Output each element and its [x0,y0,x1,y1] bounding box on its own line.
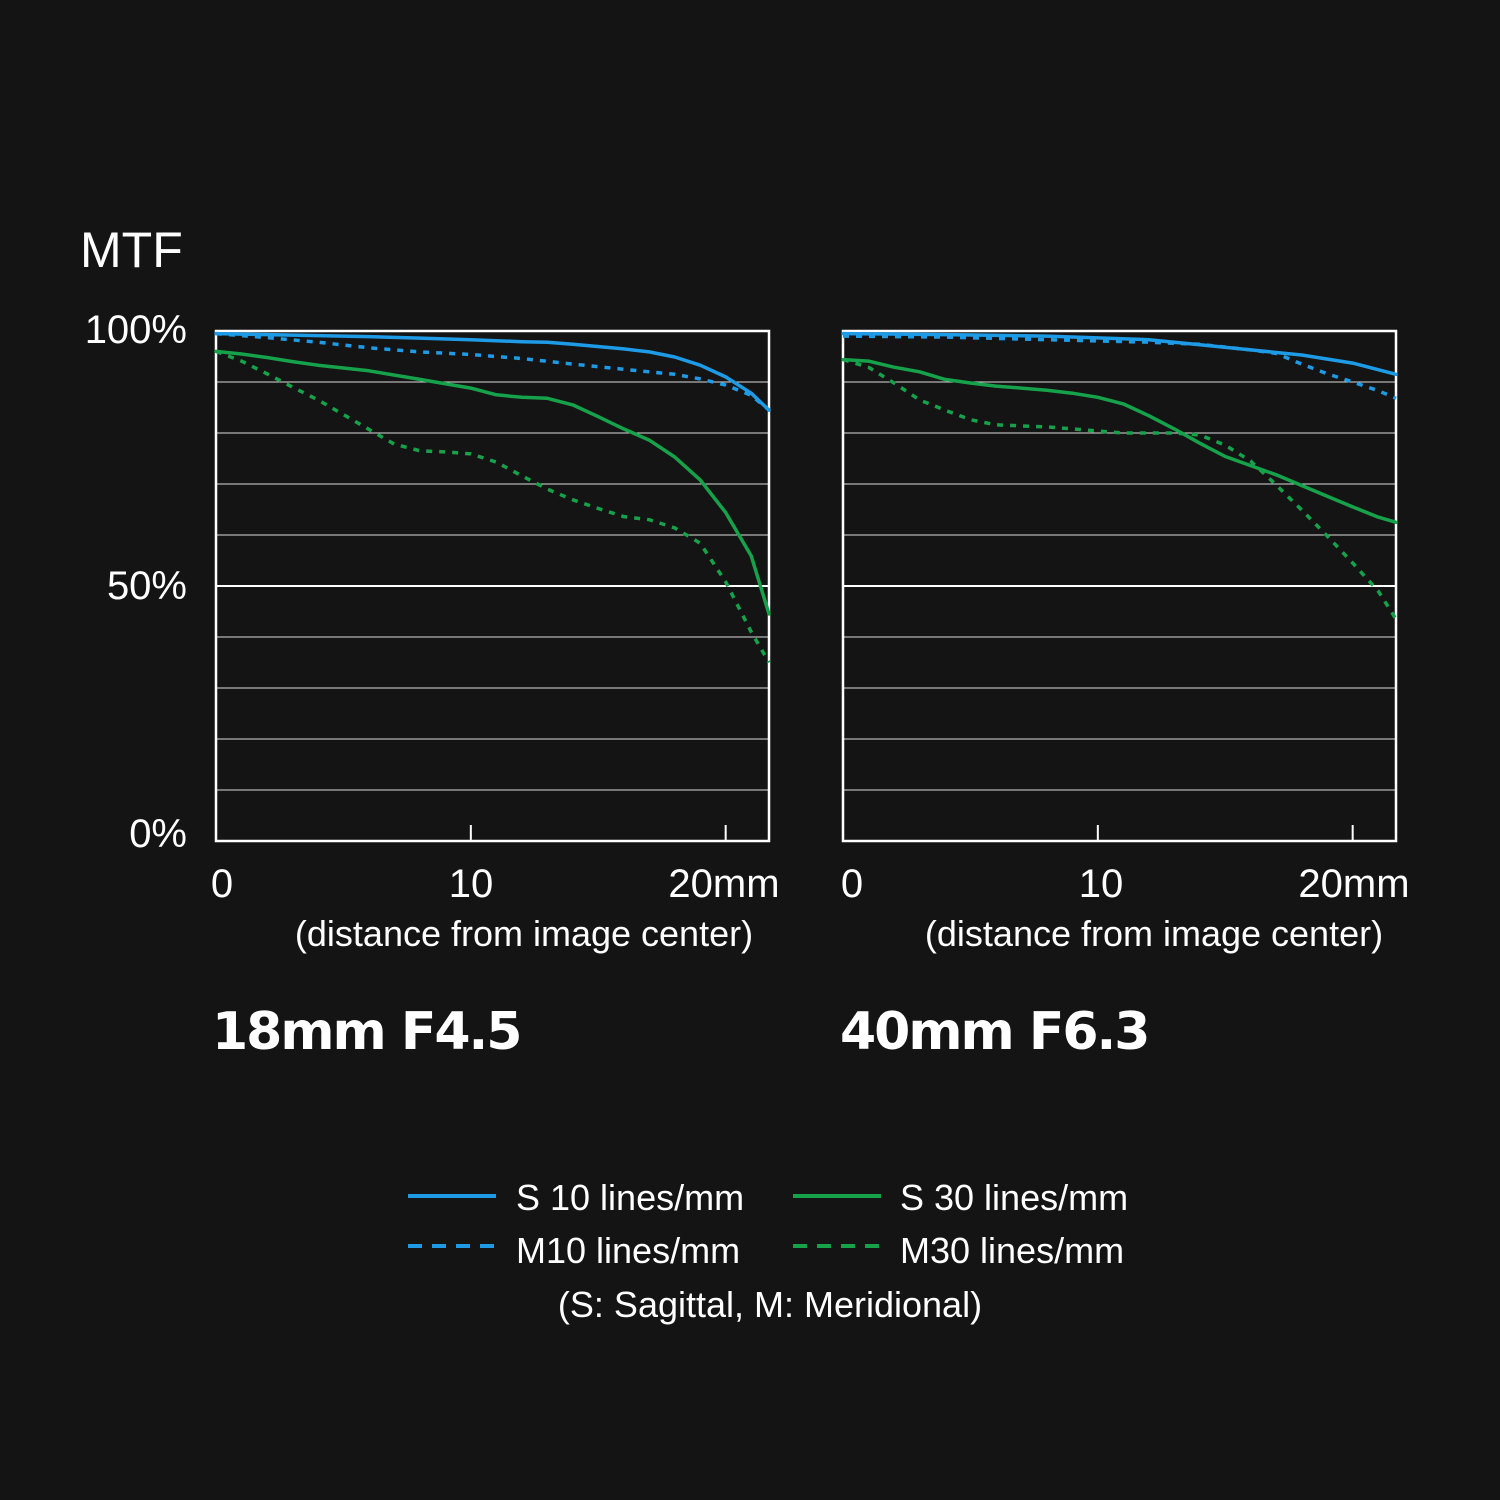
x-tick-label-10: 10 [1079,862,1124,906]
x-tick-label-20mm: 20mm [668,862,779,906]
series-line-s30 [841,357,1398,525]
x-tick-label-20mm: 20mm [1298,862,1409,906]
series-line-m30 [215,349,771,664]
series-line-m10 [215,331,771,412]
plot-frame [841,329,1398,843]
legend: S 10 lines/mm S 30 lines/mm M10 lines/mm… [408,1177,1128,1325]
y-tick-label-100: 100% [85,308,187,352]
legend-label-s10: S 10 lines/mm [516,1177,744,1218]
legend-label-s30: S 30 lines/mm [900,1177,1128,1218]
x-tick-label-0: 0 [211,862,233,906]
legend-label-m30: M30 lines/mm [900,1230,1124,1271]
series-line-s10 [841,331,1398,377]
x-tick-label-10: 10 [449,862,494,906]
panel-18mm [214,329,771,843]
panel-40mm [841,329,1398,843]
y-tick-label-50: 50% [107,564,187,608]
series-line-m10 [842,334,1397,400]
series-line-s10 [214,331,771,412]
x-axis-label: (distance from image center) [925,913,1383,954]
legend-note: (S: Sagittal, M: Meridional) [558,1284,982,1325]
series-line-s30 [214,349,771,616]
plot-frame [214,329,771,843]
y-axis-title: MTF [80,222,183,278]
x-tick-label-0: 0 [841,862,863,906]
y-tick-label-0: 0% [129,812,187,856]
legend-label-m10: M10 lines/mm [516,1230,740,1271]
panel-title-40mm: 40mm F6.3 [840,1002,1148,1062]
panel-title-18mm: 18mm F4.5 [212,1002,520,1062]
x-axis-label: (distance from image center) [295,913,753,954]
series-line-m30 [842,357,1398,621]
